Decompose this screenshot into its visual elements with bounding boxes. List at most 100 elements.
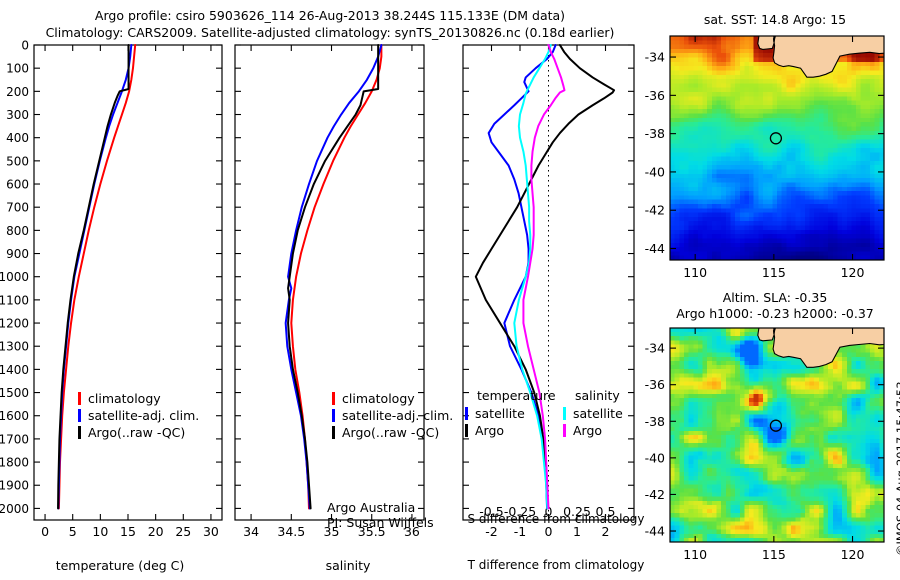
- map-cell: [702, 332, 708, 337]
- map-cell: [711, 100, 718, 106]
- map-cell: [739, 199, 746, 205]
- map-cell: [679, 480, 685, 486]
- map-cell: [781, 517, 787, 523]
- map-cell: [828, 517, 834, 523]
- map-cell: [688, 328, 694, 333]
- map-cell: [772, 504, 778, 510]
- map-cell: [786, 389, 792, 395]
- map-cell: [767, 492, 774, 498]
- map-cell: [725, 100, 732, 106]
- temperature-plot-svg[interactable]: 0100200300400500600700800900100011001200…: [0, 38, 225, 538]
- map-cell: [790, 517, 797, 523]
- map-cell: [786, 191, 792, 197]
- map-cell: [679, 61, 685, 67]
- map-cell: [814, 393, 820, 399]
- map-cell: [856, 476, 862, 481]
- map-cell: [725, 455, 732, 461]
- map-cell: [707, 40, 713, 46]
- map-cell: [739, 377, 746, 383]
- map-cell: [707, 208, 713, 214]
- map-cell: [758, 79, 764, 85]
- map-cell: [679, 229, 685, 235]
- map-cell: [674, 435, 680, 440]
- map-cell: [730, 377, 736, 383]
- map-cell: [828, 173, 834, 179]
- map-cell: [725, 61, 732, 67]
- map-cell: [683, 393, 690, 399]
- map-cell: [832, 79, 839, 85]
- map-cell: [693, 126, 699, 132]
- map-cell: [721, 70, 727, 76]
- map-cell: [795, 83, 801, 89]
- map-cell: [777, 360, 783, 366]
- map-cell: [870, 191, 876, 197]
- map-cell: [874, 373, 881, 379]
- map-cell: [851, 195, 857, 201]
- map-cell: [763, 443, 769, 449]
- map-cell: [818, 186, 825, 192]
- map-cell: [702, 402, 708, 407]
- map-cell: [688, 389, 694, 395]
- map-cell: [856, 344, 862, 350]
- map-cell: [688, 48, 694, 54]
- map-cell: [670, 443, 676, 449]
- map-cell: [777, 459, 783, 465]
- map-cell: [814, 537, 820, 542]
- map-cell: [809, 422, 815, 428]
- map-cell: [730, 517, 736, 523]
- map-cell: [693, 365, 699, 370]
- map-cell: [744, 208, 750, 214]
- map-cell: [735, 373, 741, 379]
- map-cell: [725, 66, 732, 72]
- map-cell: [721, 208, 727, 214]
- map-cell: [670, 216, 676, 222]
- map-cell: [721, 533, 727, 539]
- map-cell: [749, 186, 755, 192]
- map-cell: [716, 521, 722, 527]
- map-cell: [837, 517, 843, 523]
- map-cell: [697, 533, 704, 539]
- map-cell: [814, 130, 820, 136]
- map-cell: [772, 74, 778, 80]
- map-cell: [749, 385, 755, 391]
- map-cell: [721, 369, 727, 374]
- map-cell: [772, 96, 778, 102]
- map-cell: [735, 463, 741, 469]
- map-cell: [809, 148, 815, 154]
- salinity-plot-svg[interactable]: 34 34.5 35 35.5 36: [228, 38, 453, 538]
- map-cell: [716, 381, 722, 387]
- map-cell: [707, 225, 713, 231]
- map-cell: [716, 426, 722, 432]
- map-cell: [814, 459, 820, 465]
- map-cell: [786, 195, 792, 201]
- map-cell: [874, 234, 881, 240]
- map-cell: [758, 509, 764, 514]
- map-cell: [749, 182, 755, 188]
- y-tick-label: 2000: [0, 502, 29, 516]
- map-cell: [721, 397, 727, 403]
- float-position-marker[interactable]: [769, 132, 783, 145]
- map-cell: [874, 221, 881, 227]
- map-cell: [739, 451, 746, 457]
- map-cell: [725, 74, 732, 80]
- map-cell: [711, 113, 718, 119]
- map-cell: [744, 517, 750, 523]
- map-cell: [842, 521, 848, 527]
- map-cell: [735, 234, 741, 240]
- difference-plot-svg[interactable]: -2 -1 0 1 2-0.5 -0.25 0 0.25 0.5: [456, 38, 666, 538]
- map-cell: [828, 377, 834, 383]
- map-cell: [804, 385, 811, 391]
- map-cell: [753, 356, 760, 362]
- map-cell: [721, 191, 727, 197]
- map-cell: [870, 255, 876, 260]
- map-cell: [753, 529, 760, 535]
- map-cell: [735, 365, 741, 370]
- map-cell: [711, 44, 718, 50]
- map-cell: [679, 182, 685, 188]
- map-cell: [870, 447, 876, 453]
- map-cell: [800, 414, 806, 420]
- map-cell: [777, 447, 783, 453]
- sla-map-svg[interactable]: 110 115 120-34-36-38-40-42-44: [634, 322, 900, 572]
- map-cell: [781, 100, 787, 106]
- sst-map-svg[interactable]: 110 115 120-34-36-38-40-42-44: [634, 30, 900, 290]
